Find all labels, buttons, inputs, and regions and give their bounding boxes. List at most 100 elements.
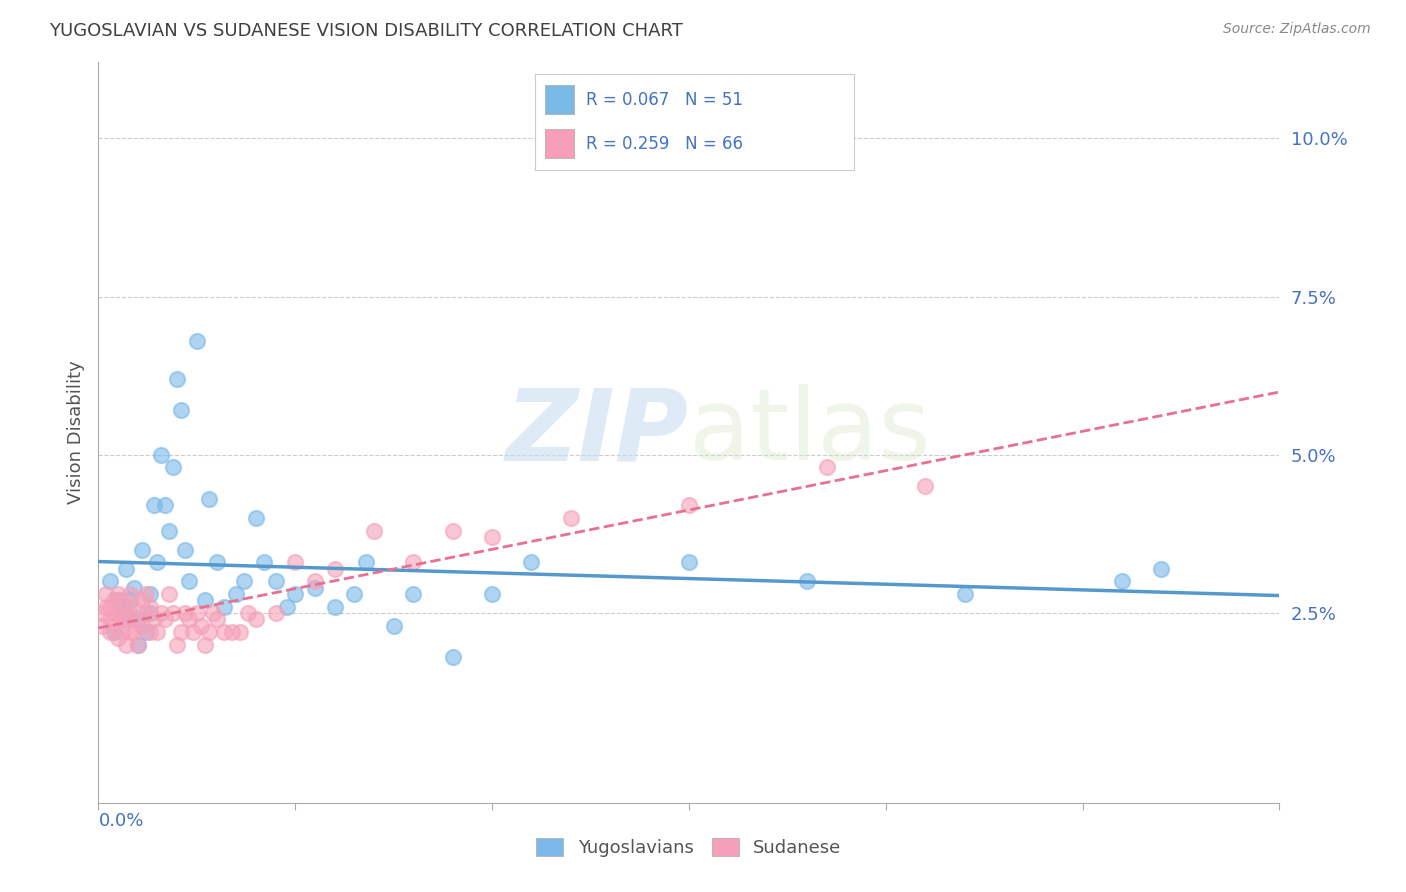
Point — [221, 624, 243, 639]
Point — [127, 638, 149, 652]
Text: atlas: atlas — [689, 384, 931, 481]
Point — [245, 612, 267, 626]
Point — [520, 555, 543, 569]
Point — [304, 581, 326, 595]
Point — [284, 587, 307, 601]
Point — [157, 524, 180, 538]
Point — [205, 612, 228, 626]
Point — [122, 581, 145, 595]
Point — [678, 499, 700, 513]
Point — [815, 460, 838, 475]
Point — [343, 587, 366, 601]
Point — [678, 555, 700, 569]
Point — [155, 499, 177, 513]
Point — [135, 606, 157, 620]
Text: 0.0%: 0.0% — [98, 812, 143, 830]
Point — [127, 638, 149, 652]
Point — [323, 599, 346, 614]
Point — [103, 593, 125, 607]
Point — [131, 542, 153, 557]
Point — [138, 587, 160, 601]
Point — [107, 606, 129, 620]
Point — [107, 587, 129, 601]
Point — [181, 624, 204, 639]
Text: Source: ZipAtlas.com: Source: ZipAtlas.com — [1223, 22, 1371, 37]
Point — [170, 403, 193, 417]
Point — [115, 606, 138, 620]
Point — [441, 524, 464, 538]
Point — [214, 599, 236, 614]
Point — [174, 542, 197, 557]
Point — [122, 624, 145, 639]
Point — [122, 599, 145, 614]
Point — [98, 624, 121, 639]
Y-axis label: Vision Disability: Vision Disability — [66, 360, 84, 505]
Text: ZIP: ZIP — [506, 384, 689, 481]
Point — [142, 612, 165, 626]
Point — [127, 612, 149, 626]
Point — [166, 372, 188, 386]
Point — [103, 624, 125, 639]
Point — [146, 555, 169, 569]
Point — [115, 612, 138, 626]
Legend: Yugoslavians, Sudanese: Yugoslavians, Sudanese — [529, 830, 849, 864]
Point — [91, 618, 114, 632]
Point — [264, 606, 287, 620]
Point — [96, 599, 118, 614]
Point — [118, 612, 141, 626]
Point — [284, 555, 307, 569]
Point — [118, 593, 141, 607]
Point — [186, 606, 208, 620]
Point — [402, 555, 425, 569]
Point — [953, 587, 976, 601]
Point — [186, 334, 208, 348]
Point — [150, 448, 173, 462]
Point — [103, 618, 125, 632]
Point — [162, 460, 184, 475]
Point — [796, 574, 818, 589]
Point — [138, 606, 160, 620]
Point — [111, 593, 134, 607]
Point — [233, 574, 256, 589]
Point — [166, 638, 188, 652]
Point — [382, 618, 405, 632]
Point — [131, 593, 153, 607]
Point — [91, 606, 114, 620]
Point — [96, 587, 118, 601]
Point — [118, 606, 141, 620]
Point — [323, 562, 346, 576]
Point — [276, 599, 298, 614]
Point — [354, 555, 377, 569]
Point — [138, 599, 160, 614]
Point — [98, 574, 121, 589]
Point — [194, 593, 217, 607]
Point — [402, 587, 425, 601]
Point — [111, 624, 134, 639]
Point — [142, 499, 165, 513]
Point — [150, 606, 173, 620]
Point — [177, 612, 200, 626]
Point — [162, 606, 184, 620]
Point — [363, 524, 385, 538]
Point — [135, 624, 157, 639]
Point — [115, 562, 138, 576]
Point — [111, 599, 134, 614]
Point — [264, 574, 287, 589]
Point — [560, 511, 582, 525]
Point — [197, 491, 219, 506]
Point — [236, 606, 259, 620]
Text: YUGOSLAVIAN VS SUDANESE VISION DISABILITY CORRELATION CHART: YUGOSLAVIAN VS SUDANESE VISION DISABILIT… — [49, 22, 683, 40]
Point — [98, 612, 121, 626]
Point — [205, 555, 228, 569]
Point — [98, 599, 121, 614]
Point — [197, 624, 219, 639]
Point — [481, 530, 503, 544]
Point — [115, 599, 138, 614]
Point — [135, 587, 157, 601]
Point — [127, 612, 149, 626]
Point — [481, 587, 503, 601]
Point — [131, 618, 153, 632]
Point — [214, 624, 236, 639]
Point — [441, 650, 464, 665]
Point — [304, 574, 326, 589]
